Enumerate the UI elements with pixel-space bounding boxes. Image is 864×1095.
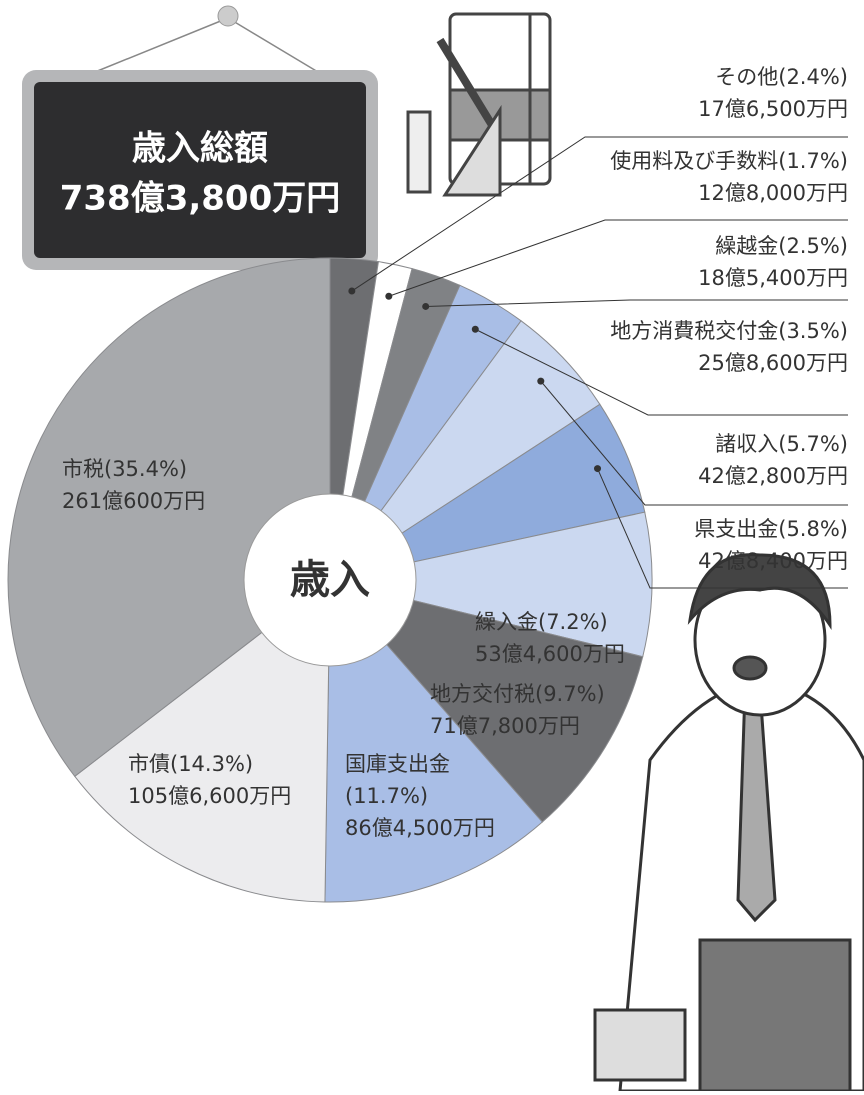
notebook-illustration [406, 12, 552, 197]
slice-label: 国庫支出金 [345, 752, 450, 776]
total: 738億3,800万円 [60, 179, 341, 219]
donut-hole [243, 493, 417, 667]
value-label: (2.5%) [778, 234, 848, 258]
category-name: その他 [715, 65, 778, 89]
leader-line [597, 468, 848, 589]
category-name: 繰越金 [715, 234, 778, 258]
board [22, 5, 378, 270]
total-label: 歳入総額 [132, 129, 268, 169]
pie-slice [74, 578, 331, 903]
category-name: 地方消費税交付金 [610, 319, 778, 343]
leader-line [475, 328, 848, 416]
amount-label: 18億5,400万円 [698, 266, 848, 290]
pie-slice [7, 257, 331, 778]
amount-label: 17億6,500万円 [698, 97, 848, 121]
pie-slice [324, 578, 544, 903]
value-label: (14.3%) [170, 752, 253, 776]
leader-line [351, 136, 848, 292]
leader-line [425, 299, 848, 307]
slice-label: 繰入金(7.2%) [475, 610, 608, 634]
person-illustration [593, 553, 864, 1093]
amount-label: 261億600万円 [62, 489, 205, 513]
leader-dot [471, 325, 479, 333]
amount-label: 42億2,800万円 [698, 464, 848, 488]
amount-label: 105億6,600万円 [128, 784, 291, 808]
amount-label: 42億8,400万円 [698, 549, 848, 573]
category-name: 地方交付税 [430, 682, 535, 706]
slice-label: 繰越金(2.5%) [715, 234, 848, 258]
slice-label: 使用料及び手数料(1.7%) [610, 149, 848, 173]
slice-label: 諸収入(5.7%) [715, 432, 848, 456]
value-label: (35.4%) [104, 457, 187, 481]
category-name: 繰入金 [475, 610, 538, 634]
value-label: (5.8%) [778, 517, 848, 541]
category-name: 県支出金 [694, 517, 778, 541]
leader-dot [537, 377, 545, 385]
leader-dot [348, 287, 356, 295]
leader-line [388, 219, 848, 297]
value-label: (11.7%) [345, 784, 428, 808]
leader-dot [385, 292, 393, 300]
slice-label: 市税(35.4%) [62, 457, 187, 481]
slice-label: 地方消費税交付金(3.5%) [610, 319, 848, 343]
leader-dot [594, 465, 602, 473]
amount-label: 86億4,500万円 [345, 816, 495, 840]
pie-slice [328, 579, 644, 823]
value-label: (9.7%) [535, 682, 605, 706]
value-label: (1.7%) [778, 149, 848, 173]
value-label: (2.4%) [778, 65, 848, 89]
pie-slice [329, 511, 653, 658]
leader-dot [422, 302, 430, 310]
value-label: (3.5%) [778, 319, 848, 343]
center-label: 歳入 [290, 557, 370, 603]
amount-label: 71億7,800万円 [430, 714, 580, 738]
value-label: (5.7%) [778, 432, 848, 456]
slice-label: その他(2.4%) [715, 65, 848, 89]
category-name: 市税 [62, 457, 104, 481]
leader-line [540, 380, 848, 506]
slice-label: 県支出金(5.8%) [694, 517, 848, 541]
category-name: 使用料及び手数料 [610, 149, 778, 173]
slice-label: 市債(14.3%) [128, 752, 253, 776]
category-name: 国庫支出金 [345, 752, 450, 776]
amount-label: 25億8,600万円 [698, 351, 848, 375]
value-label: (7.2%) [538, 610, 608, 634]
amount-label: 53億4,600万円 [475, 642, 625, 666]
category-name: 諸収入 [715, 432, 778, 456]
slice-label: 地方交付税(9.7%) [430, 682, 605, 706]
amount-label: 12億8,000万円 [698, 181, 848, 205]
category-name: 市債 [128, 752, 170, 776]
